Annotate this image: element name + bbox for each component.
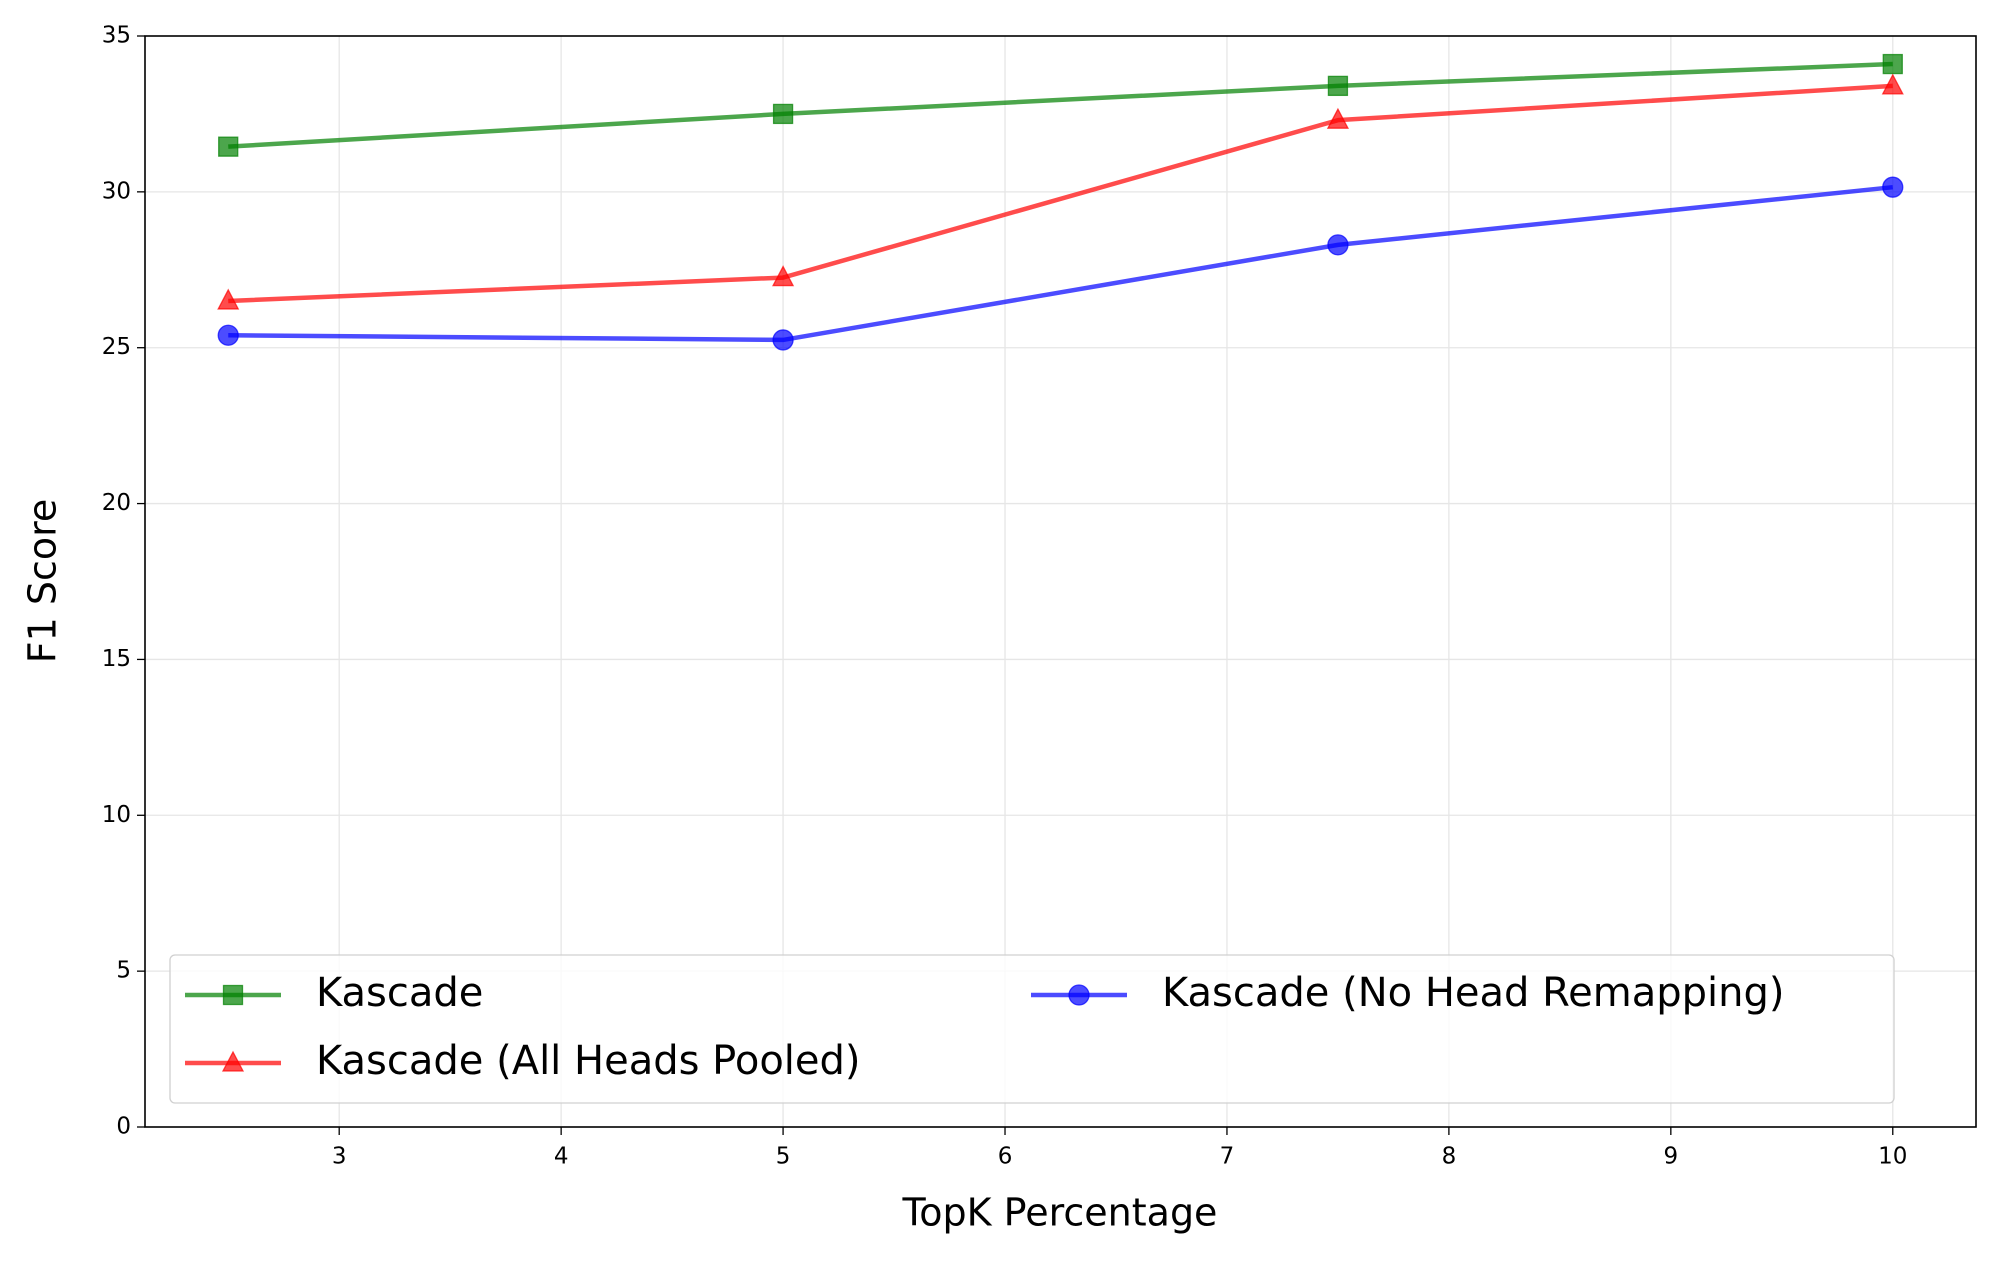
y-tick-label: 25 — [102, 334, 131, 360]
y-tick-label: 20 — [102, 490, 131, 516]
y-tick-label: 15 — [102, 646, 131, 672]
marker — [218, 136, 239, 157]
marker — [1327, 234, 1349, 256]
legend-box — [169, 954, 1895, 1104]
marker — [217, 324, 239, 346]
x-tick-label: 7 — [1220, 1144, 1235, 1170]
y-tick-label: 10 — [102, 802, 131, 828]
series-line — [228, 184, 1894, 343]
x-tick-label: 9 — [1664, 1144, 1679, 1170]
x-tick-label: 5 — [776, 1144, 791, 1170]
x-tick-label: 6 — [998, 1144, 1013, 1170]
marker — [772, 103, 794, 125]
legend-marker — [1068, 984, 1090, 1006]
marker — [1882, 53, 1903, 75]
x-tick-label: 3 — [332, 1144, 347, 1170]
marker — [772, 329, 794, 351]
marker — [1882, 176, 1904, 198]
marker — [771, 265, 795, 287]
x-axis-label: TopK Percentage — [902, 1191, 1218, 1235]
legend-label: Kascade — [316, 970, 483, 1016]
series-line — [228, 83, 1893, 304]
x-tick-label: 4 — [554, 1144, 569, 1170]
series-line — [228, 61, 1893, 149]
legend-marker — [222, 984, 244, 1006]
marker — [1327, 75, 1349, 97]
y-tick-label: 35 — [102, 23, 131, 49]
legend-label: Kascade (No Head Remapping) — [1162, 970, 1784, 1016]
legend-label: Kascade (All Heads Pooled) — [316, 1038, 861, 1084]
x-tick-label: 10 — [1878, 1144, 1907, 1170]
legend-marker — [221, 1050, 245, 1072]
marker — [1326, 107, 1350, 129]
y-tick-label: 30 — [102, 178, 131, 204]
y-tick-label: 5 — [116, 958, 131, 984]
marker — [217, 288, 240, 310]
plot-frame — [144, 35, 1977, 1128]
y-axis-label: F1 Score — [21, 499, 65, 664]
y-tick-label: 0 — [116, 1114, 131, 1140]
marker — [1881, 73, 1904, 95]
x-tick-label: 8 — [1442, 1144, 1457, 1170]
